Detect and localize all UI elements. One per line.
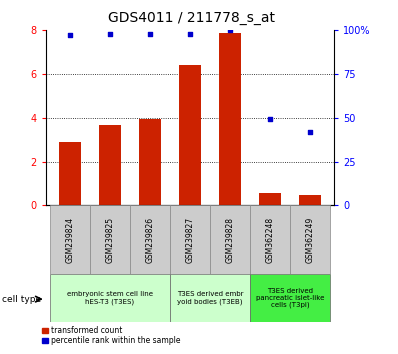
Point (267, 116, 273, 122)
Bar (139, 119, 161, 205)
Bar (219, 33, 241, 205)
Bar (130, 205, 170, 274)
Point (227, 27, 233, 33)
Bar (59, 142, 81, 205)
Bar (259, 193, 281, 205)
Text: GSM239824: GSM239824 (65, 217, 74, 263)
Bar (210, 205, 250, 274)
Bar (50, 274, 170, 322)
Text: embryonic stem cell line
hES-T3 (T3ES): embryonic stem cell line hES-T3 (T3ES) (67, 291, 153, 305)
Point (187, 31, 193, 36)
Bar (250, 205, 290, 274)
Text: cell type: cell type (2, 295, 41, 304)
Text: GSM362248: GSM362248 (266, 217, 275, 263)
Text: GDS4011 / 211778_s_at: GDS4011 / 211778_s_at (107, 11, 275, 25)
Bar (170, 205, 210, 274)
Bar (290, 205, 330, 274)
Text: T3ES derived
pancreatic islet-like
cells (T3pi): T3ES derived pancreatic islet-like cells… (256, 288, 324, 308)
Text: GSM239827: GSM239827 (185, 217, 195, 263)
Text: T3ES derived embr
yoid bodies (T3EB): T3ES derived embr yoid bodies (T3EB) (177, 291, 243, 305)
Point (147, 31, 153, 36)
Text: GSM362249: GSM362249 (306, 217, 315, 263)
Bar (99, 125, 121, 205)
Text: GSM239826: GSM239826 (145, 217, 154, 263)
Bar (299, 195, 321, 205)
Bar (250, 274, 330, 322)
Bar (50, 205, 90, 274)
Text: GSM239825: GSM239825 (105, 217, 114, 263)
Bar (170, 274, 250, 322)
Point (107, 31, 113, 36)
Point (307, 129, 314, 135)
Point (66, 33, 73, 38)
Legend: transformed count, percentile rank within the sample: transformed count, percentile rank withi… (42, 326, 180, 346)
Bar (90, 205, 130, 274)
Bar (179, 65, 201, 205)
Text: GSM239828: GSM239828 (226, 217, 235, 263)
